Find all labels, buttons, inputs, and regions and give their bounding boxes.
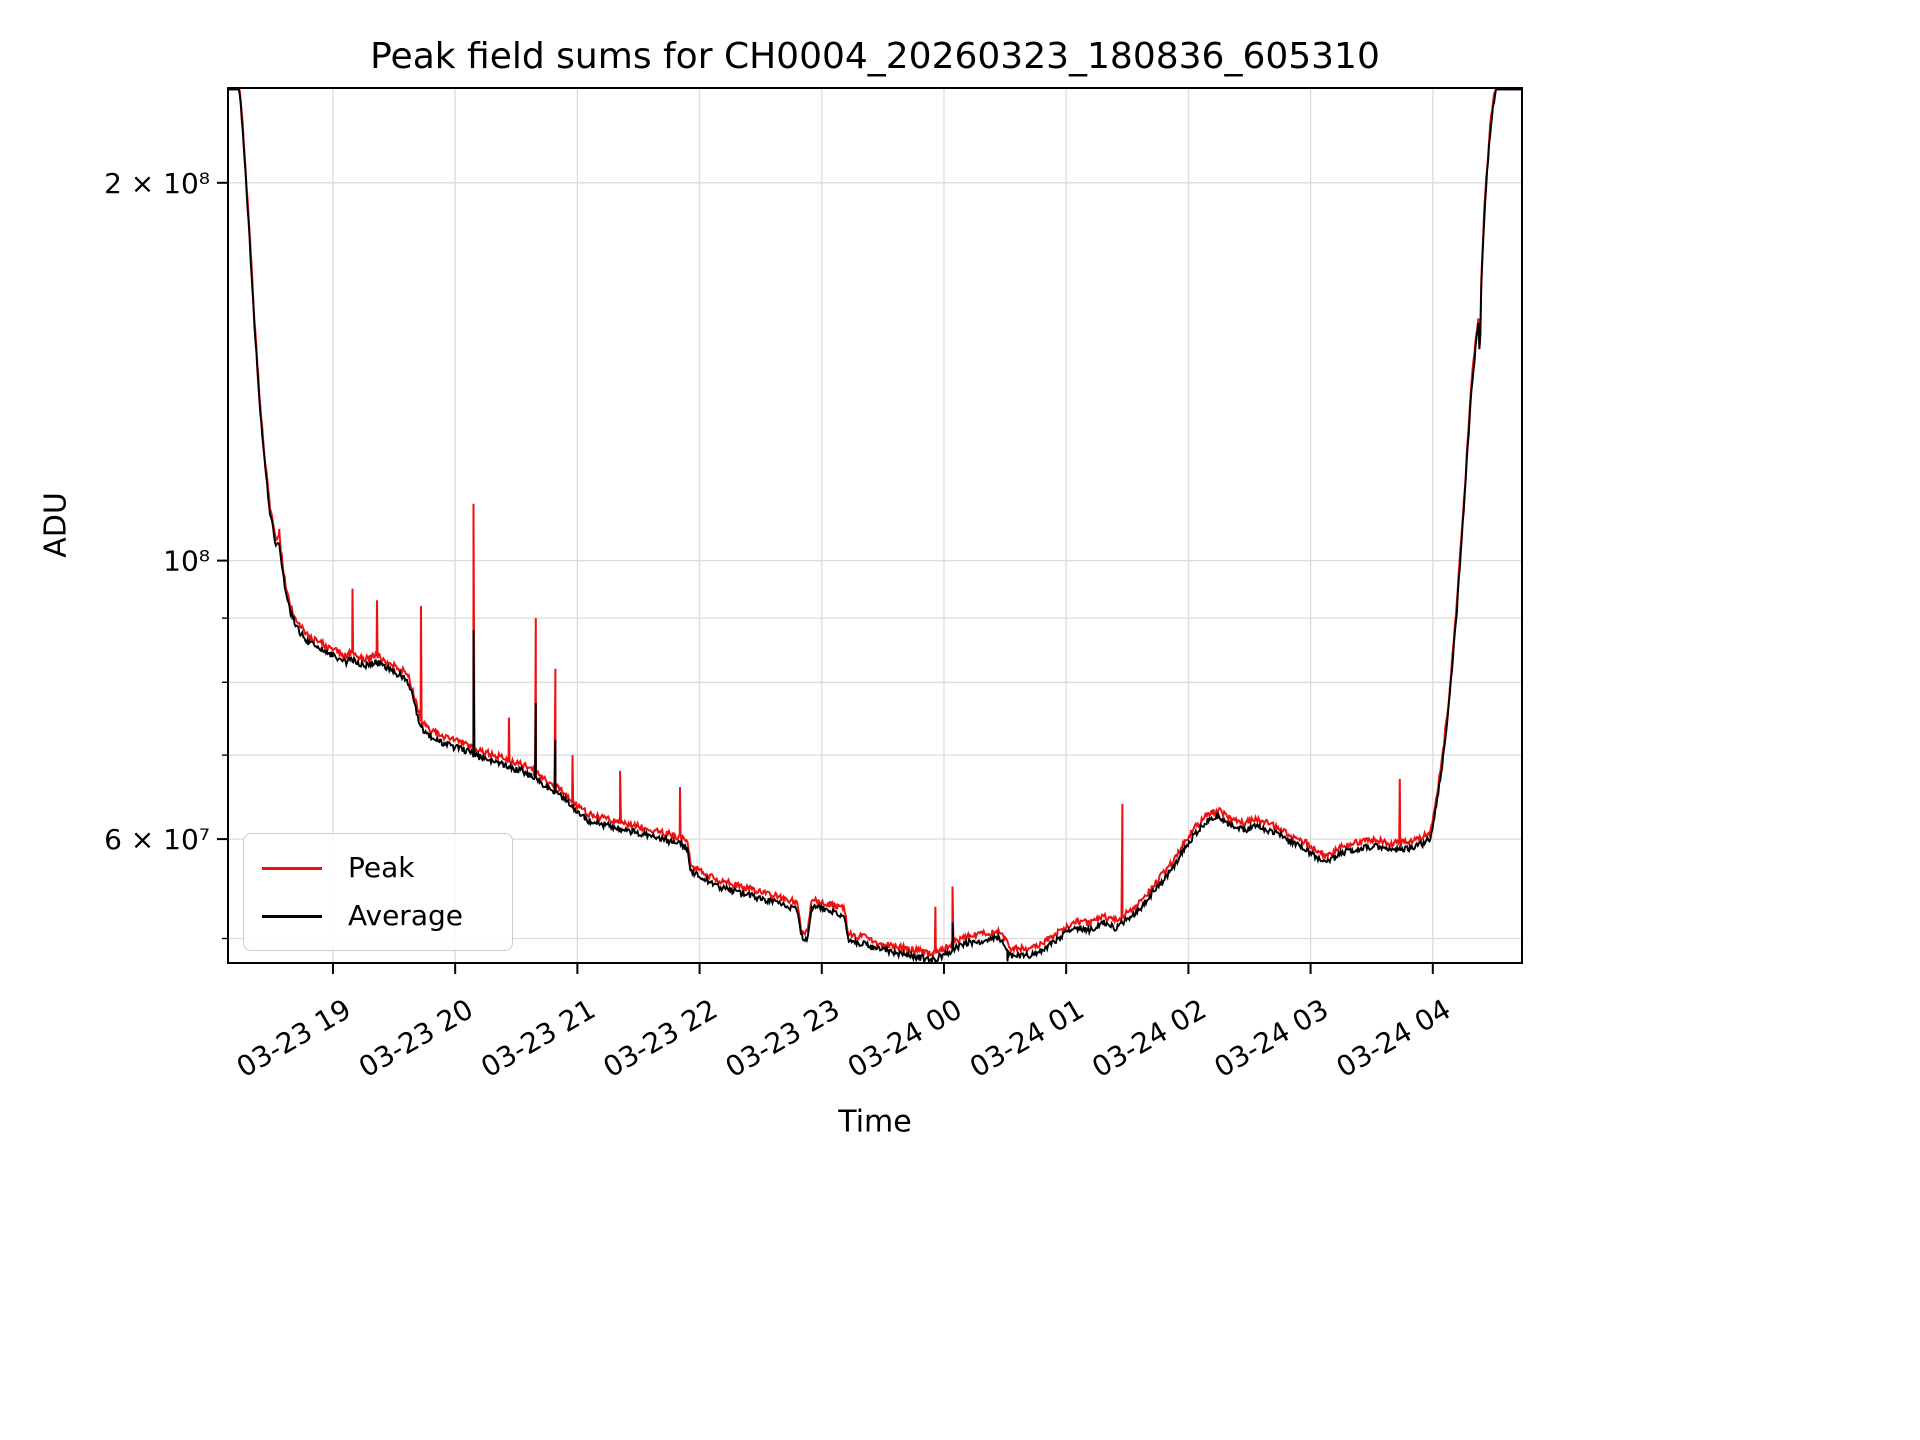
y-tick-label: 6 × 10⁷ xyxy=(104,823,210,856)
series-peak-line xyxy=(228,88,1522,959)
x-tick-label: 03-23 23 xyxy=(720,992,846,1084)
y-tick-label: 2 × 10⁸ xyxy=(104,167,210,200)
legend-label: Average xyxy=(348,899,463,932)
series-average-line xyxy=(228,88,1522,963)
x-tick-label: 03-24 00 xyxy=(842,992,968,1084)
legend: Peak Average xyxy=(243,833,513,951)
y-tick-label: 10⁸ xyxy=(163,545,210,578)
x-tick-label: 03-24 01 xyxy=(964,992,1090,1084)
legend-entry: Average xyxy=(262,892,494,940)
chart-title: Peak field sums for CH0004_20260323_1808… xyxy=(370,36,1380,77)
x-axis-label: Time xyxy=(838,1104,912,1140)
x-tick-label: 03-23 20 xyxy=(353,992,479,1084)
axes-frame xyxy=(227,87,1523,964)
legend-line-sample xyxy=(262,914,322,918)
legend-label: Peak xyxy=(348,851,415,884)
x-tick-label: 03-23 22 xyxy=(598,992,724,1084)
x-tick-label: 03-23 19 xyxy=(231,992,357,1084)
x-tick-label: 03-24 04 xyxy=(1331,992,1457,1084)
x-tick-label: 03-24 02 xyxy=(1086,992,1212,1084)
x-tick-label: 03-23 21 xyxy=(475,992,601,1084)
legend-entry: Peak xyxy=(262,844,494,892)
legend-line-sample xyxy=(262,866,322,870)
x-tick-label: 03-24 03 xyxy=(1209,992,1335,1084)
